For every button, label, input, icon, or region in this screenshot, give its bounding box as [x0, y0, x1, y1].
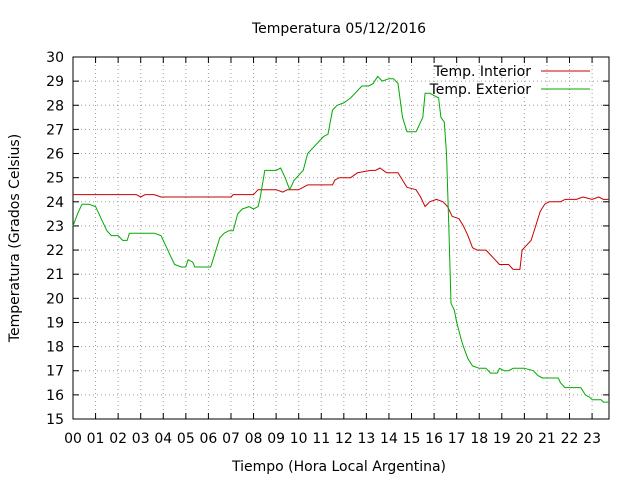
- plot-frame: [72, 56, 610, 420]
- y-tick-label: 29: [46, 74, 64, 90]
- series-lines: [72, 75, 609, 403]
- x-tick-label: 08: [245, 431, 263, 447]
- x-tick-label: 02: [109, 431, 127, 447]
- y-tick-label: 23: [46, 219, 64, 235]
- y-tick-label: 15: [46, 412, 64, 428]
- x-tick-label: 18: [470, 431, 488, 447]
- x-tick-label: 09: [267, 431, 285, 447]
- series-line-interior: [73, 167, 609, 270]
- x-axis-label: Tiempo (Hora Local Argentina): [231, 459, 446, 475]
- y-axis-label: Temperatura (Grados Celsius): [7, 134, 23, 343]
- x-tick-label: 17: [448, 431, 466, 447]
- x-tick-label: 19: [493, 431, 511, 447]
- x-tick-label: 12: [335, 431, 353, 447]
- y-tick-label: 16: [46, 388, 64, 404]
- y-tick-label: 30: [46, 50, 64, 66]
- y-tick-label: 20: [46, 291, 64, 307]
- x-tick-label: 11: [312, 431, 330, 447]
- legend-label-exterior: Temp. Exterior: [429, 82, 532, 98]
- x-tick-label: 04: [154, 431, 172, 447]
- y-tick-label: 26: [46, 147, 64, 163]
- x-tick-label: 23: [583, 431, 601, 447]
- legend-label-interior: Temp. Interior: [433, 64, 532, 80]
- y-tick-label: 19: [46, 315, 64, 331]
- x-tick-label: 22: [561, 431, 579, 447]
- x-tick-label: 21: [538, 431, 556, 447]
- series-line-exterior: [72, 75, 609, 403]
- y-tick-label: 24: [46, 195, 64, 211]
- x-tick-label: 14: [380, 431, 398, 447]
- y-tick-label: 17: [46, 364, 64, 380]
- grid-lines: [73, 57, 609, 419]
- x-tick-label: 03: [132, 431, 150, 447]
- x-tick-label: 00: [64, 431, 82, 447]
- x-tick-label: 06: [199, 431, 217, 447]
- y-tick-label: 25: [46, 171, 64, 187]
- x-tick-label: 10: [290, 431, 308, 447]
- legend: Temp. Interior Temp. Exterior: [429, 64, 590, 98]
- x-tick-label: 16: [425, 431, 443, 447]
- y-tick-label: 28: [46, 98, 64, 114]
- y-tick-label: 22: [46, 243, 64, 259]
- x-tick-label: 15: [403, 431, 421, 447]
- y-tick-label: 18: [46, 340, 64, 356]
- x-tick-label: 01: [87, 431, 105, 447]
- y-tick-label: 21: [46, 267, 64, 283]
- x-tick-label: 07: [222, 431, 240, 447]
- x-tick-label: 05: [177, 431, 195, 447]
- x-tick-label: 20: [515, 431, 533, 447]
- y-tick-label: 27: [46, 122, 64, 138]
- x-tick-label: 13: [357, 431, 375, 447]
- chart-title: Temperatura 05/12/2016: [251, 21, 426, 37]
